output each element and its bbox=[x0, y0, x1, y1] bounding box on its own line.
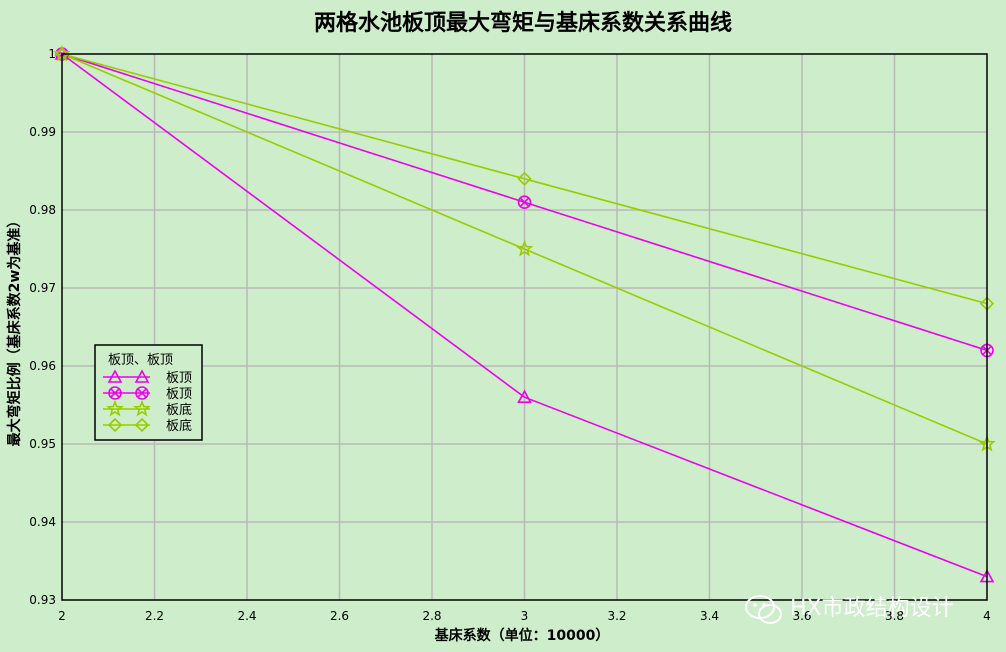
x-tick-label: 3.2 bbox=[607, 609, 626, 623]
y-tick-label: 0.98 bbox=[29, 203, 56, 217]
y-tick-label: 0.93 bbox=[29, 593, 56, 607]
watermark-text: HX市政结构设计 bbox=[790, 596, 954, 621]
x-tick-label: 4 bbox=[983, 609, 991, 623]
x-tick-label: 2 bbox=[58, 609, 66, 623]
data-point bbox=[517, 195, 532, 209]
series-line-4 bbox=[61, 53, 988, 305]
legend-label: 板底 bbox=[166, 402, 192, 418]
legend-title: 板顶、板顶 bbox=[108, 353, 173, 368]
data-point bbox=[515, 239, 534, 257]
x-tick-label: 2.8 bbox=[422, 609, 441, 623]
y-tick-label: 0.94 bbox=[29, 515, 56, 529]
chart-title: 两格水池板顶最大弯矩与基床系数关系曲线 bbox=[314, 10, 732, 36]
legend-marker bbox=[135, 386, 149, 400]
grid bbox=[62, 54, 987, 600]
x-tick-label: 2.2 bbox=[145, 609, 164, 623]
series-line-3 bbox=[61, 53, 988, 445]
y-axis-ticks: 0.93 0.94 0.95 0.96 0.97 0.98 0.99 1 bbox=[29, 47, 56, 607]
series-line-1 bbox=[61, 53, 988, 578]
legend-marker bbox=[107, 417, 123, 433]
y-tick-label: 0.99 bbox=[29, 125, 56, 139]
legend-item: 板底 bbox=[103, 417, 192, 434]
y-tick-label: 0.97 bbox=[29, 281, 56, 295]
data-point bbox=[517, 171, 532, 186]
plot-frame bbox=[61, 53, 988, 601]
x-tick-label: 2.4 bbox=[237, 609, 256, 623]
x-tick-label: 3 bbox=[521, 609, 529, 623]
legend-label: 板底 bbox=[166, 418, 192, 434]
y-axis-label: 最大弯矩比例（基床系数2w为基准） bbox=[6, 214, 23, 447]
legend-label: 板顶 bbox=[166, 371, 192, 386]
watermark: HX市政结构设计 bbox=[745, 595, 954, 624]
x-tick-label: 3.8 bbox=[885, 609, 904, 623]
y-tick-label: 0.96 bbox=[29, 359, 56, 373]
legend-marker bbox=[106, 399, 124, 417]
legend-marker bbox=[133, 399, 151, 417]
y-tick-label: 0.95 bbox=[29, 437, 56, 451]
x-axis-ticks: 2 2.2 2.4 2.6 2.8 3 3.2 3.4 3.6 3.8 4 bbox=[58, 609, 991, 623]
legend-marker bbox=[107, 369, 123, 383]
x-tick-label: 3.4 bbox=[700, 609, 719, 623]
legend-marker bbox=[134, 417, 150, 433]
x-tick-label: 3.6 bbox=[792, 609, 811, 623]
x-axis-label: 基床系数（单位：10000） bbox=[435, 627, 610, 644]
legend-marker bbox=[134, 369, 150, 383]
data-point bbox=[517, 389, 532, 404]
legend-item: 板顶 bbox=[103, 369, 192, 386]
legend-label: 板顶 bbox=[166, 387, 192, 402]
y-tick-label: 1 bbox=[48, 47, 56, 61]
legend-item: 板底 bbox=[103, 399, 192, 418]
legend-marker bbox=[108, 386, 122, 400]
x-tick-label: 2.6 bbox=[330, 609, 349, 623]
wechat-icon bbox=[745, 595, 782, 624]
legend-item: 板顶 bbox=[103, 386, 192, 402]
